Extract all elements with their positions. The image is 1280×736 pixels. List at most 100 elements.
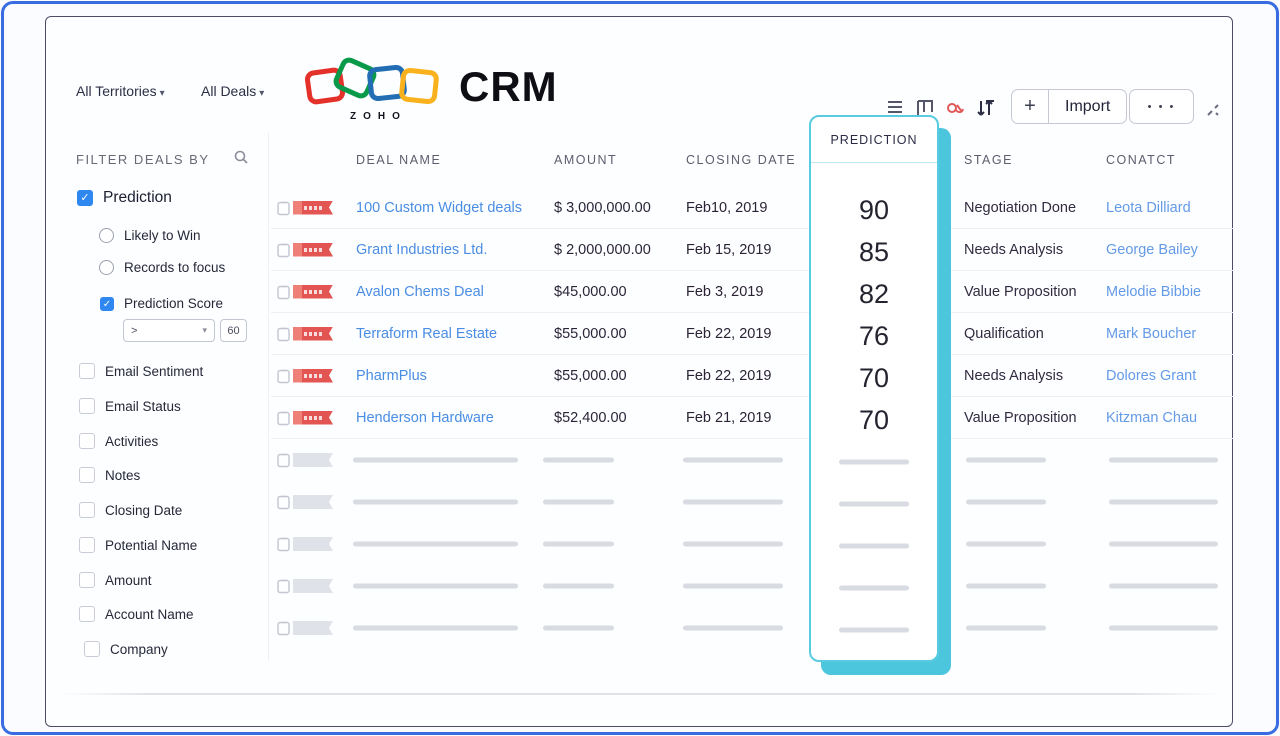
checkbox-icon[interactable] <box>79 572 95 588</box>
filter-label: Prediction Score <box>124 296 224 311</box>
deal-name-link[interactable]: Terraform Real Estate <box>356 325 498 342</box>
record-select-icon[interactable] <box>277 410 290 425</box>
radio-records-to-focus[interactable]: Records to focus <box>99 260 225 275</box>
filter-account-name[interactable]: Account Name <box>79 606 194 622</box>
contact-link[interactable]: Kitzman Chau <box>1106 409 1198 426</box>
deal-name-link[interactable]: Avalon Chems Deal <box>356 283 484 300</box>
checkbox-icon[interactable] <box>79 433 95 449</box>
filter-amount[interactable]: Amount <box>79 572 152 588</box>
placeholder-bar <box>966 541 1046 547</box>
placeholder-row <box>271 607 1233 649</box>
radio-icon[interactable] <box>99 228 114 243</box>
column-header-contact[interactable]: CONATCT <box>1106 153 1176 167</box>
checkbox-checked-icon[interactable]: ✓ <box>100 296 114 311</box>
record-select-icon[interactable] <box>277 200 290 215</box>
filter-potential-name[interactable]: Potential Name <box>79 537 197 553</box>
filter-closing-date[interactable]: Closing Date <box>79 502 182 518</box>
chevron-down-icon: ▾ <box>202 325 207 335</box>
sort-icon[interactable] <box>974 97 996 119</box>
prediction-value: 85 <box>858 236 890 267</box>
list-view-icon[interactable] <box>884 97 906 119</box>
filter-email-status[interactable]: Email Status <box>79 398 181 414</box>
contact-link[interactable]: George Bailey <box>1106 241 1198 258</box>
placeholder-bar <box>1109 583 1218 589</box>
deal-name-link[interactable]: Henderson Hardware <box>356 409 494 426</box>
prediction-value: 90 <box>858 194 890 225</box>
column-header-closing[interactable]: CLOSING DATE <box>686 153 797 167</box>
record-select-icon[interactable] <box>277 495 290 510</box>
radio-label: Records to focus <box>124 260 226 275</box>
column-header-amount[interactable]: AMOUNT <box>554 153 618 167</box>
record-select-icon[interactable] <box>277 453 290 468</box>
table-row[interactable]: Henderson Hardware $52,400.00 Feb 21, 20… <box>271 397 1233 439</box>
column-header-deal[interactable]: DEAL NAME <box>356 153 442 167</box>
placeholder-bar <box>353 457 518 463</box>
placeholder-ribbon <box>293 537 333 551</box>
deals-view-selector[interactable]: All Deals ▾ <box>201 83 264 99</box>
expand-icon[interactable] <box>1204 101 1222 119</box>
checkbox-checked-icon[interactable]: ✓ <box>77 190 93 206</box>
zia-icon[interactable] <box>944 97 966 119</box>
deal-name-link[interactable]: Grant Industries Ltd. <box>356 241 488 258</box>
filter-email-sentiment[interactable]: Email Sentiment <box>79 363 203 379</box>
territory-selector[interactable]: All Territories ▾ <box>76 83 165 99</box>
record-select-icon[interactable] <box>277 621 290 636</box>
contact-link[interactable]: Melodie Bibbie <box>1106 283 1202 300</box>
filter-prediction[interactable]: ✓ Prediction <box>77 189 172 207</box>
filter-activities[interactable]: Activities <box>79 433 158 449</box>
placeholder-bar <box>1109 541 1218 547</box>
checkbox-icon[interactable] <box>79 398 95 414</box>
score-value-input[interactable]: 60 <box>220 319 247 342</box>
search-icon[interactable] <box>233 149 249 165</box>
record-select-icon[interactable] <box>277 326 290 341</box>
placeholder-row <box>271 439 1233 481</box>
score-operator-select[interactable]: > ▾ <box>123 319 215 342</box>
import-button[interactable]: Import <box>1065 97 1111 115</box>
sidebar-divider <box>268 132 269 661</box>
kanban-view-icon[interactable] <box>914 97 936 119</box>
placeholder-bar <box>1109 625 1218 631</box>
filter-label: Potential Name <box>105 537 198 553</box>
filter-label: Activities <box>105 433 159 449</box>
checkbox-icon[interactable] <box>79 502 95 518</box>
deal-name-link[interactable]: PharmPlus <box>356 367 427 384</box>
column-header-stage[interactable]: STAGE <box>964 153 1013 167</box>
prediction-value: 76 <box>858 320 890 351</box>
add-deal-button[interactable]: + <box>1012 90 1049 123</box>
filter-company[interactable]: Company <box>84 641 168 657</box>
record-select-icon[interactable] <box>277 242 290 257</box>
column-header-prediction[interactable]: PREDICTION <box>811 117 937 163</box>
checkbox-icon[interactable] <box>79 537 95 553</box>
contact-link[interactable]: Leota Dilliard <box>1106 199 1191 216</box>
stage-value: Qualification <box>964 325 1044 342</box>
placeholder-bar <box>543 499 614 505</box>
checkbox-icon[interactable] <box>79 363 95 379</box>
filter-label: Prediction <box>103 189 172 206</box>
more-options-button[interactable]: • • • <box>1129 89 1194 124</box>
deal-name-link[interactable]: 100 Custom Widget deals <box>356 199 523 216</box>
table-row[interactable]: PharmPlus $55,000.00 Feb 22, 2019 Needs … <box>271 355 1233 397</box>
checkbox-icon[interactable] <box>79 606 95 622</box>
checkbox-icon[interactable] <box>79 467 95 483</box>
contact-link[interactable]: Dolores Grant <box>1106 367 1197 384</box>
placeholder-bar <box>839 501 909 507</box>
chevron-down-icon: ▾ <box>159 88 165 99</box>
record-select-icon[interactable] <box>277 579 290 594</box>
radio-icon[interactable] <box>99 260 114 275</box>
placeholder-bar <box>683 499 783 505</box>
placeholder-bar <box>543 625 614 631</box>
table-row[interactable]: 100 Custom Widget deals $ 3,000,000.00 F… <box>271 187 1233 229</box>
contact-link[interactable]: Mark Boucher <box>1106 325 1197 342</box>
radio-likely-to-win[interactable]: Likely to Win <box>99 228 201 243</box>
table-row[interactable]: Grant Industries Ltd. $ 2,000,000.00 Feb… <box>271 229 1233 271</box>
filter-notes[interactable]: Notes <box>79 467 140 483</box>
table-row[interactable]: Terraform Real Estate $55,000.00 Feb 22,… <box>271 313 1233 355</box>
table-row[interactable]: Avalon Chems Deal $45,000.00 Feb 3, 2019… <box>271 271 1233 313</box>
record-select-icon[interactable] <box>277 284 290 299</box>
placeholder-bar <box>966 499 1046 505</box>
record-select-icon[interactable] <box>277 537 290 552</box>
record-select-icon[interactable] <box>277 368 290 383</box>
checkbox-icon[interactable] <box>84 641 100 657</box>
filter-prediction-score[interactable]: ✓ Prediction Score <box>100 296 223 311</box>
main-window: All Territories ▾ All Deals ▾ ZOHO CRM + I… <box>45 16 1233 727</box>
